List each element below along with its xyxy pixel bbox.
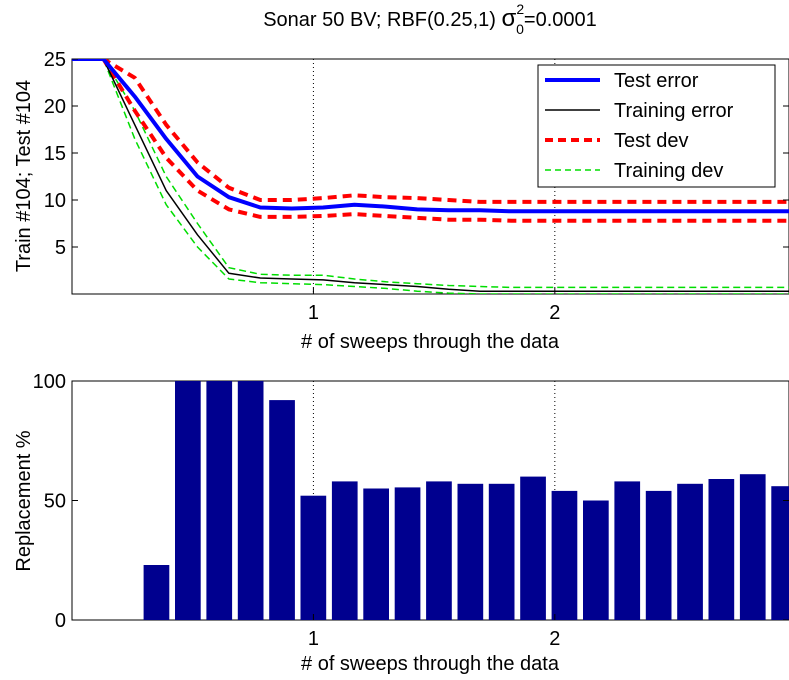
bar-15 bbox=[583, 500, 609, 620]
bar-1 bbox=[143, 565, 170, 620]
bar-5 bbox=[269, 400, 295, 620]
legend-label-test-error: Test error bbox=[614, 70, 699, 92]
y-tick-label: 100 bbox=[33, 371, 66, 393]
bar-4 bbox=[237, 381, 264, 620]
x-axis-label: # of sweeps through the data bbox=[301, 331, 560, 353]
bar-20 bbox=[739, 474, 766, 620]
series-line-1 bbox=[72, 59, 789, 292]
bar-16 bbox=[614, 481, 641, 620]
bar-11 bbox=[457, 483, 484, 620]
bar-19 bbox=[708, 479, 735, 620]
legend-label-training-dev: Training dev bbox=[614, 160, 723, 182]
bar-10 bbox=[426, 481, 452, 620]
series-line-0 bbox=[72, 59, 789, 214]
series-lines bbox=[72, 59, 789, 294]
bar-13 bbox=[520, 476, 546, 620]
x-tick-label: 1 bbox=[308, 628, 319, 650]
y-tick-label: 25 bbox=[44, 49, 66, 71]
x-axis-label: # of sweeps through the data bbox=[301, 653, 560, 675]
bar-21 bbox=[771, 486, 789, 620]
legend-label-test-dev: Test dev bbox=[614, 130, 688, 152]
x-tick-label: 2 bbox=[549, 628, 560, 650]
axis-ticks: 1 2 0 50 100 bbox=[33, 371, 789, 650]
series-line-3 bbox=[72, 59, 789, 223]
bar-7 bbox=[331, 481, 358, 620]
y-tick-label: 15 bbox=[44, 143, 66, 165]
legend-label-training-error: Training error bbox=[614, 100, 734, 122]
y-axis-label: Train #104; Test #104 bbox=[13, 80, 35, 272]
bar-chart-panel: 1 2 0 50 100 # of sweeps through the data Re… bbox=[13, 371, 789, 675]
bars bbox=[143, 381, 789, 620]
x-tick-label: 1 bbox=[308, 302, 319, 324]
bar-8 bbox=[363, 488, 389, 620]
y-tick-label: 5 bbox=[55, 237, 66, 259]
bar-9 bbox=[394, 487, 421, 620]
bar-2 bbox=[175, 381, 201, 620]
y-tick-label: 10 bbox=[44, 190, 66, 212]
bar-17 bbox=[645, 490, 672, 620]
bar-3 bbox=[206, 381, 233, 620]
bar-6 bbox=[300, 495, 327, 620]
y-tick-label: 50 bbox=[44, 491, 66, 513]
bar-12 bbox=[488, 483, 515, 620]
series-line-4 bbox=[72, 59, 789, 289]
y-tick-label: 0 bbox=[55, 610, 66, 632]
x-tick-label: 2 bbox=[549, 302, 560, 324]
series-line-5 bbox=[72, 59, 789, 294]
series-line-2 bbox=[72, 59, 789, 204]
legend: Test error Training error Test dev Train… bbox=[537, 64, 776, 188]
bar-14 bbox=[551, 490, 578, 620]
chart-title: Sonar 50 BV; RBF(0.25,1) σ2 0=0.0001 bbox=[263, 1, 597, 37]
y-tick-label: 20 bbox=[44, 96, 66, 118]
y-axis-label: Replacement % bbox=[13, 430, 35, 571]
legend-box bbox=[537, 64, 776, 188]
bar-18 bbox=[677, 483, 703, 620]
